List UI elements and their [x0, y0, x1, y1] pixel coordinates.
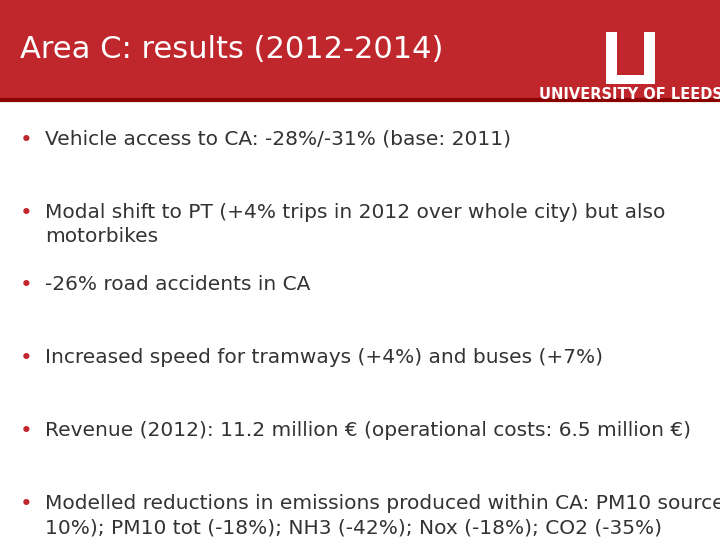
Text: •: •: [20, 275, 33, 295]
Text: •: •: [20, 421, 33, 441]
Text: Vehicle access to CA: -28%/-31% (base: 2011): Vehicle access to CA: -28%/-31% (base: 2…: [45, 130, 510, 148]
Text: Increased speed for tramways (+4%) and buses (+7%): Increased speed for tramways (+4%) and b…: [45, 348, 603, 367]
Text: -26% road accidents in CA: -26% road accidents in CA: [45, 275, 310, 294]
Text: •: •: [20, 130, 33, 150]
Text: Area C: results (2012-2014): Area C: results (2012-2014): [20, 36, 444, 64]
Text: •: •: [20, 202, 33, 222]
Text: •: •: [20, 348, 33, 368]
Text: Modelled reductions in emissions produced within CA: PM10 source (-
10%); PM10 t: Modelled reductions in emissions produce…: [45, 494, 720, 537]
Text: UNIVERSITY OF LEEDS: UNIVERSITY OF LEEDS: [539, 87, 720, 102]
FancyBboxPatch shape: [606, 32, 655, 84]
Text: •: •: [20, 494, 33, 514]
Text: Modal shift to PT (+4% trips in 2012 over whole city) but also
motorbikes: Modal shift to PT (+4% trips in 2012 ove…: [45, 202, 665, 246]
FancyBboxPatch shape: [617, 32, 644, 75]
FancyBboxPatch shape: [0, 0, 720, 100]
Text: Revenue (2012): 11.2 million € (operational costs: 6.5 million €): Revenue (2012): 11.2 million € (operatio…: [45, 421, 690, 440]
